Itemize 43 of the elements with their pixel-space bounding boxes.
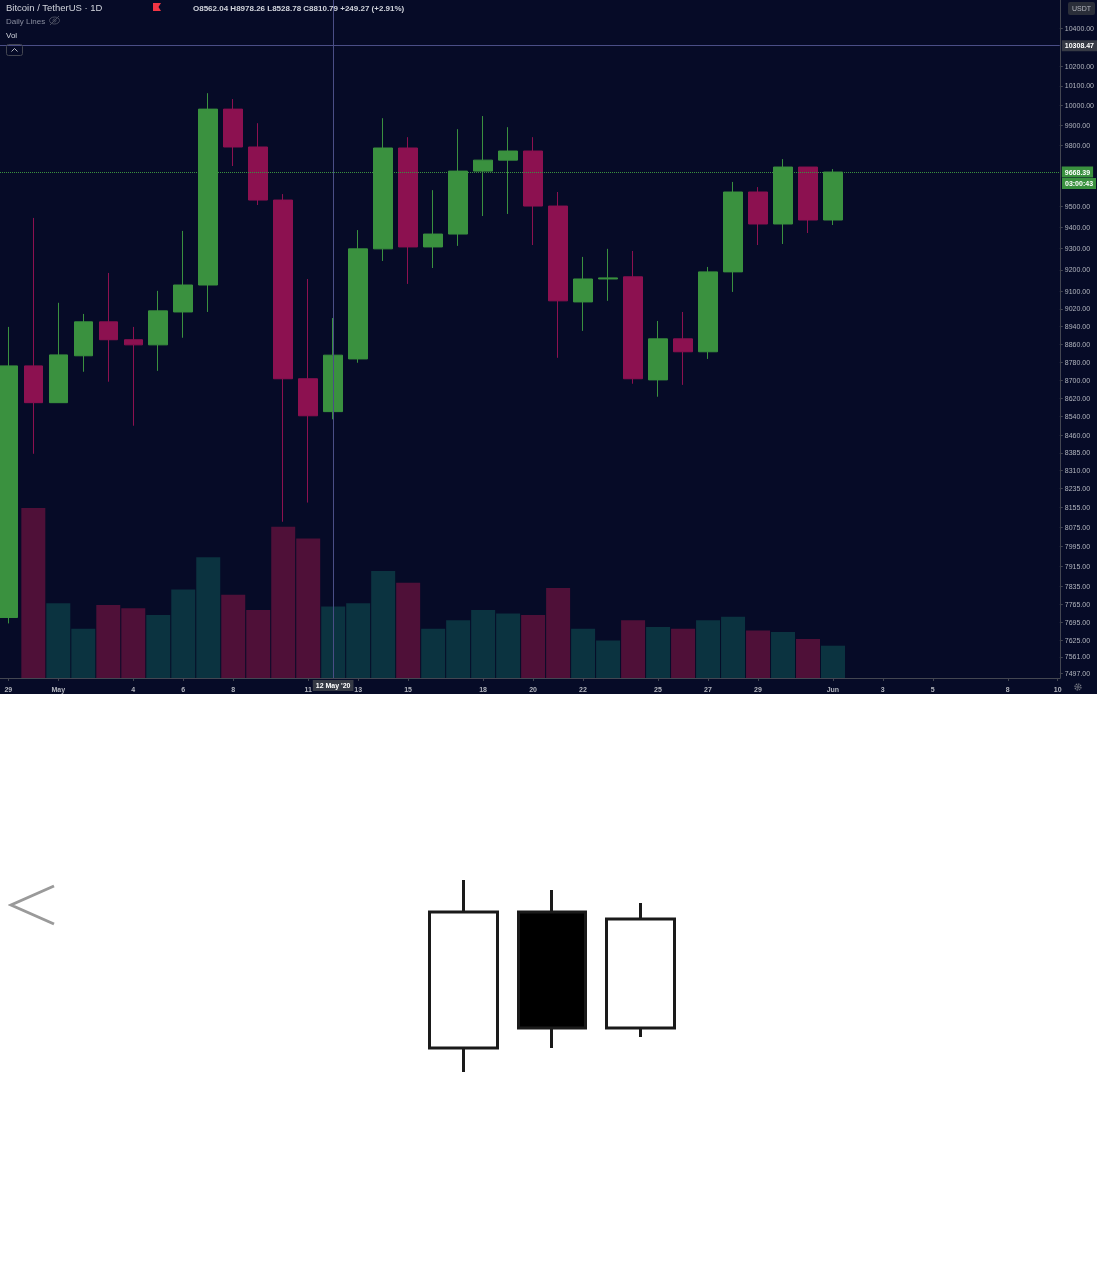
candlestick — [423, 189, 443, 269]
bar — [771, 632, 796, 678]
candlestick — [748, 186, 768, 246]
bar — [796, 638, 821, 678]
candlestick — [673, 311, 693, 386]
candlestick — [148, 290, 168, 372]
candlestick — [124, 326, 143, 427]
bar — [646, 627, 671, 678]
bar — [746, 630, 771, 678]
candlestick — [517, 889, 587, 1048]
bar — [821, 645, 846, 678]
candlestick — [598, 248, 618, 302]
candlestick — [248, 122, 268, 206]
candlestick — [99, 272, 118, 383]
annotation: O8562.04 H8978.26 L8528.78 C8810.79 +249.27 (+2.91%) — [193, 3, 405, 14]
candlestick — [573, 256, 593, 332]
bar — [396, 582, 421, 678]
candlestick — [798, 166, 818, 234]
candlestick — [173, 230, 193, 339]
bar — [671, 628, 696, 678]
candlestick — [623, 250, 643, 385]
candlestick — [723, 181, 743, 293]
candlestick — [348, 229, 368, 364]
chart-title: Bitcoin / TetherUS · 1D — [6, 2, 103, 13]
bar — [21, 508, 46, 678]
candlestick — [298, 278, 318, 504]
candlestick — [428, 880, 499, 1072]
candlestick — [0, 326, 18, 624]
bar — [621, 620, 646, 678]
candlestick — [323, 317, 343, 420]
candlestick — [74, 313, 93, 373]
candlestick — [273, 193, 293, 523]
chart-title: Vol — [6, 30, 18, 41]
candlestick — [398, 136, 418, 285]
candlestick — [24, 217, 43, 455]
candlestick — [548, 191, 568, 359]
candlestick — [698, 266, 718, 360]
candlestick — [49, 302, 68, 404]
annotation: Daily Lines — [6, 16, 46, 27]
candlestick — [223, 98, 243, 167]
candlestick — [523, 136, 543, 246]
candlestick — [605, 903, 676, 1038]
candlestick — [648, 320, 668, 398]
